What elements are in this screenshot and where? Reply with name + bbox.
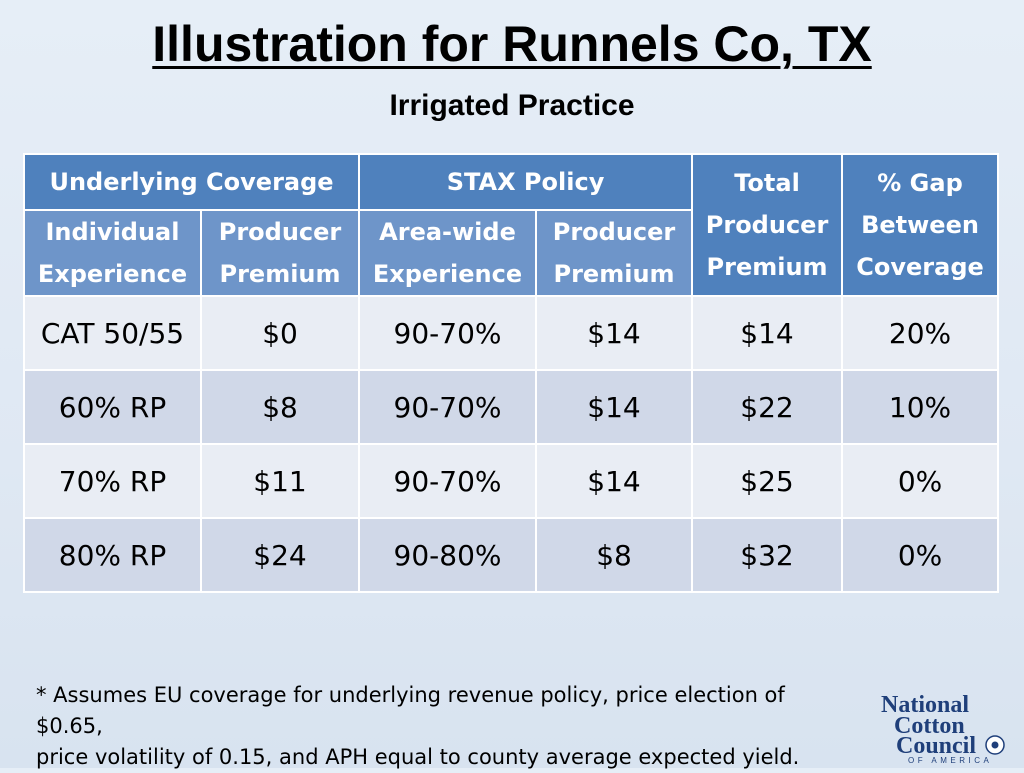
header-producer-premium-stax: Producer Premium (535, 209, 694, 297)
cell-gap-percent: 10% (841, 369, 1000, 445)
header-gap-line1: % Gap (877, 169, 963, 197)
logo-line-of-america: OF AMERICA (908, 756, 992, 765)
logo-line-national: National (881, 692, 969, 718)
cell-gap-percent: 0% (841, 517, 1000, 593)
cell-total-premium: $22 (691, 369, 844, 445)
cell-coverage-level: 80% RP (23, 517, 202, 593)
header-total-line2: Producer (705, 211, 829, 239)
cell-total-premium: $32 (691, 517, 844, 593)
cell-coverage-level: 70% RP (23, 443, 202, 519)
footnote: * Assumes EU coverage for underlying rev… (36, 680, 856, 773)
national-cotton-council-logo: National Cotton Council OF AMERICA (881, 692, 1005, 765)
header-producer1-line2: Premium (219, 260, 341, 288)
cell-stax-premium: $14 (535, 369, 694, 445)
cell-coverage-level: CAT 50/55 (23, 295, 202, 371)
logo-line-council: Council (896, 733, 976, 759)
cell-underlying-premium: $8 (199, 369, 361, 445)
cell-total-premium: $14 (691, 295, 844, 371)
cell-underlying-premium: $0 (199, 295, 361, 371)
slide-subtitle: Irrigated Practice (389, 89, 635, 122)
footnote-line1: * Assumes EU coverage for underlying rev… (36, 683, 785, 738)
header-total-line3: Premium (706, 253, 828, 281)
cell-underlying-premium: $24 (199, 517, 361, 593)
header-stax-policy: STAX Policy (358, 153, 694, 211)
table-sub-header-row: Individual Experience Producer Premium A… (23, 209, 998, 297)
header-individual-experience: Individual Experience (23, 209, 202, 297)
cell-gap-percent: 20% (841, 295, 1000, 371)
cell-stax-premium: $14 (535, 443, 694, 519)
header-producer1-line1: Producer (218, 218, 342, 246)
table-group-header-row: Underlying Coverage STAX Policy Total Pr… (22, 153, 1000, 297)
cell-total-premium: $25 (691, 443, 844, 519)
header-underlying-coverage: Underlying Coverage (22, 153, 361, 211)
header-producer2-line1: Producer (552, 218, 676, 246)
table-row: CAT 50/55 $0 90-70% $14 $14 20% (23, 295, 1000, 371)
header-gap-line3: Coverage (856, 253, 984, 281)
cell-area-wide-range: 90-70% (358, 369, 538, 445)
header-individual-line1: Individual (45, 218, 180, 246)
header-individual-line2: Experience (37, 260, 188, 288)
table-row: 70% RP $11 90-70% $14 $25 0% (23, 443, 1000, 519)
cell-gap-percent: 0% (841, 443, 1000, 519)
cell-area-wide-range: 90-70% (358, 295, 538, 371)
coverage-table: Underlying Coverage STAX Policy Total Pr… (22, 153, 1000, 593)
logo-line-cotton: Cotton (894, 713, 965, 739)
cell-coverage-level: 60% RP (23, 369, 202, 445)
table-row: 60% RP $8 90-70% $14 $22 10% (23, 369, 1000, 445)
logo-boll-center-icon (991, 741, 999, 749)
header-producer2-line2: Premium (553, 260, 675, 288)
header-total-line1: Total (734, 169, 800, 197)
cell-stax-premium: $14 (535, 295, 694, 371)
header-gap-between-coverage: % Gap Between Coverage (841, 153, 1000, 297)
header-area-wide-experience: Area-wide Experience (358, 209, 538, 297)
cell-stax-premium: $8 (535, 517, 694, 593)
header-areawide-line1: Area-wide (379, 218, 516, 246)
footnote-line2: price volatility of 0.15, and APH equal … (36, 745, 800, 769)
cell-area-wide-range: 90-70% (358, 443, 538, 519)
header-producer-premium-underlying: Producer Premium (199, 209, 361, 297)
header-gap-line2: Between (861, 211, 979, 239)
cell-underlying-premium: $11 (199, 443, 361, 519)
table-row: 80% RP $24 90-80% $8 $32 0% (23, 517, 1000, 593)
header-areawide-line2: Experience (372, 260, 523, 288)
slide-title: Illustration for Runnels Co, TX (152, 16, 872, 72)
header-total-producer-premium: Total Producer Premium (691, 153, 844, 297)
cell-area-wide-range: 90-80% (358, 517, 538, 593)
